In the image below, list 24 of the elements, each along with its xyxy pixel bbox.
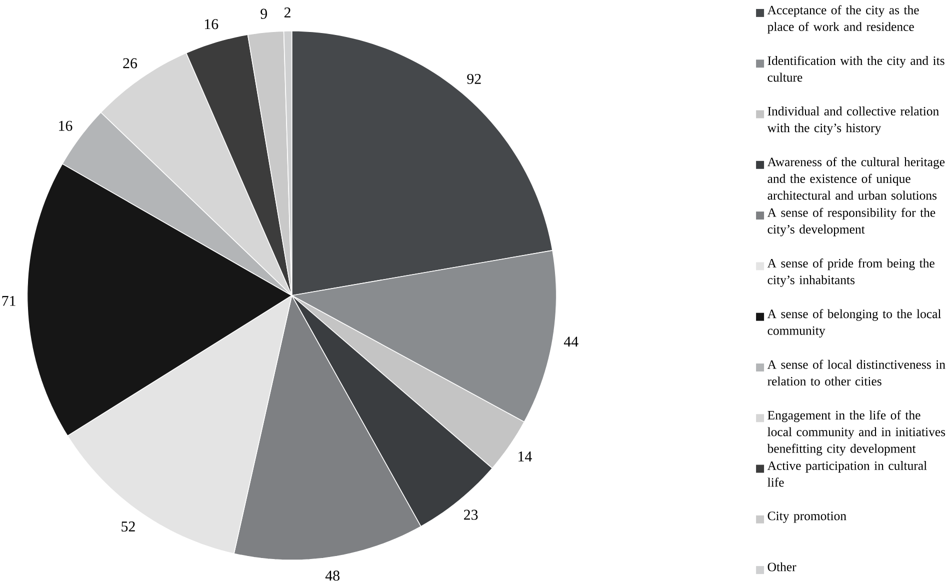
data-label: 23 (464, 510, 478, 520)
data-label: 26 (123, 58, 138, 68)
legend-label: Awareness of the cultural heritage and the existence of unique architectural and urban solutions (767, 157, 945, 200)
legend-label: City promotion (768, 512, 846, 523)
legend-label: A sense of responsibility for the city’s development (767, 208, 936, 236)
data-label: 16 (204, 19, 218, 30)
legend-label: Identification with the city and its culture (768, 56, 944, 82)
data-label: 16 (59, 120, 72, 131)
legend-label: Other (768, 562, 796, 572)
data-label: 92 (467, 74, 481, 84)
data-label: 14 (518, 452, 532, 462)
data-label: 44 (564, 336, 578, 347)
legend-label: Individual and collective relation with the city’s history (767, 106, 939, 135)
legend-label: A sense of pride from being the city’s inhabitants (767, 258, 934, 287)
data-label: 71 (2, 296, 16, 306)
data-label: 9 (260, 8, 267, 19)
legend-label: Engagement in the life of the local community and in initiatives benefitting city development (767, 410, 946, 456)
data-label: 48 (325, 570, 340, 581)
legend-label: Active participation in cultural life (767, 461, 927, 487)
legend-label: A sense of local distinctiveness in relation to other cities (767, 360, 946, 386)
data-label: 2 (284, 8, 290, 18)
legend-label: Acceptance of the city as the place of work and residence (767, 5, 919, 34)
legend-label: A sense of belonging to the local community (767, 309, 941, 338)
data-label: 52 (122, 522, 135, 532)
